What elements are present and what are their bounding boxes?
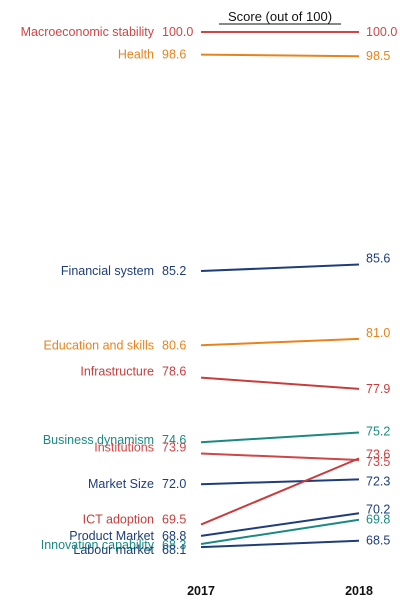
series-name-innovation-capability: Innovation capability xyxy=(41,538,155,552)
value-label-2018-infrastructure: 77.9 xyxy=(366,382,390,396)
value-label-2018-financial-system: 85.6 xyxy=(366,252,390,266)
series-name-market-size: Market Size xyxy=(88,477,154,491)
series-institutions: Institutions 73.9 73.5 xyxy=(94,441,390,469)
value-label-2018-labour-market: 68.5 xyxy=(366,534,390,548)
series-health: Health 98.6 98.5 xyxy=(118,48,391,64)
series-line-infrastructure xyxy=(200,376,360,390)
series-business-dynamism: Business dynamism 74.6 75.2 xyxy=(43,425,391,448)
value-label-2018-business-dynamism: 75.2 xyxy=(366,425,390,439)
value-label-2017-macroeconomic-stability: 100.0 xyxy=(162,25,193,39)
series-market-size: Market Size 72.0 72.3 xyxy=(88,474,390,491)
series-name-health: Health xyxy=(118,48,154,62)
x-tick-2018: 2018 xyxy=(345,584,373,598)
chart-title: Score (out of 100) xyxy=(228,9,332,24)
series-macroeconomic-stability: Macroeconomic stability 100.0 100.0 xyxy=(21,25,398,39)
value-label-2017-health: 98.6 xyxy=(162,48,186,62)
series-innovation-capability: Innovation capability 68.3 69.8 xyxy=(41,513,391,552)
value-label-2018-innovation-capability: 69.8 xyxy=(366,513,390,527)
series-line-innovation-capability xyxy=(200,518,360,545)
value-label-2017-education-and-skills: 80.6 xyxy=(162,338,186,352)
value-label-2018-ict-adoption: 73.6 xyxy=(366,447,390,461)
series-name-macroeconomic-stability: Macroeconomic stability xyxy=(21,25,155,39)
series-name-institutions: Institutions xyxy=(94,441,154,455)
series-line-market-size xyxy=(200,478,360,486)
value-label-2017-market-size: 72.0 xyxy=(162,477,186,491)
series-line-education-and-skills xyxy=(200,337,360,347)
series-line-labour-market xyxy=(200,539,360,549)
value-label-2017-product-market: 68.8 xyxy=(162,529,186,543)
value-label-2017-financial-system: 85.2 xyxy=(162,264,186,278)
value-label-2017-innovation-capability: 68.3 xyxy=(162,538,186,552)
x-axis: 2017 2018 xyxy=(187,584,373,598)
value-label-2017-infrastructure: 78.6 xyxy=(162,365,186,379)
value-label-2017-labour-market: 68.1 xyxy=(162,543,186,557)
series-name-education-and-skills: Education and skills xyxy=(44,338,154,352)
series-education-and-skills: Education and skills 80.6 81.0 xyxy=(44,326,391,352)
series-line-institutions xyxy=(200,452,360,461)
series-line-business-dynamism xyxy=(200,431,360,444)
series-name-financial-system: Financial system xyxy=(61,264,154,278)
series-line-product-market xyxy=(200,512,360,537)
series-line-ict-adoption xyxy=(200,457,360,526)
series-name-infrastructure: Infrastructure xyxy=(80,365,154,379)
series-ict-adoption: ICT adoption 69.5 73.6 xyxy=(83,447,391,526)
series-line-financial-system xyxy=(200,263,360,273)
value-label-2018-education-and-skills: 81.0 xyxy=(366,326,390,340)
series-infrastructure: Infrastructure 78.6 77.9 xyxy=(80,365,390,396)
series-name-ict-adoption: ICT adoption xyxy=(83,513,154,527)
series-name-business-dynamism: Business dynamism xyxy=(43,433,154,447)
series-name-product-market: Product Market xyxy=(69,529,154,543)
value-label-2017-institutions: 73.9 xyxy=(162,441,186,455)
series-product-market: Product Market 68.8 70.2 xyxy=(69,502,390,543)
series-financial-system: Financial system 85.2 85.6 xyxy=(61,252,390,278)
value-label-2017-ict-adoption: 69.5 xyxy=(162,513,186,527)
series-line-health xyxy=(200,53,360,58)
value-label-2018-product-market: 70.2 xyxy=(366,502,390,516)
value-label-2018-health: 98.5 xyxy=(366,49,390,63)
value-label-2018-macroeconomic-stability: 100.0 xyxy=(366,25,397,39)
series-labour-market: Labour market 68.1 68.5 xyxy=(73,534,390,557)
value-label-2018-market-size: 72.3 xyxy=(366,474,390,488)
series-layer: Macroeconomic stability 100.0 100.0 Health 9… xyxy=(21,25,398,557)
x-tick-2017: 2017 xyxy=(187,584,215,598)
value-label-2018-institutions: 73.5 xyxy=(366,455,390,469)
value-label-2017-business-dynamism: 74.6 xyxy=(162,433,186,447)
series-name-labour-market: Labour market xyxy=(73,543,154,557)
